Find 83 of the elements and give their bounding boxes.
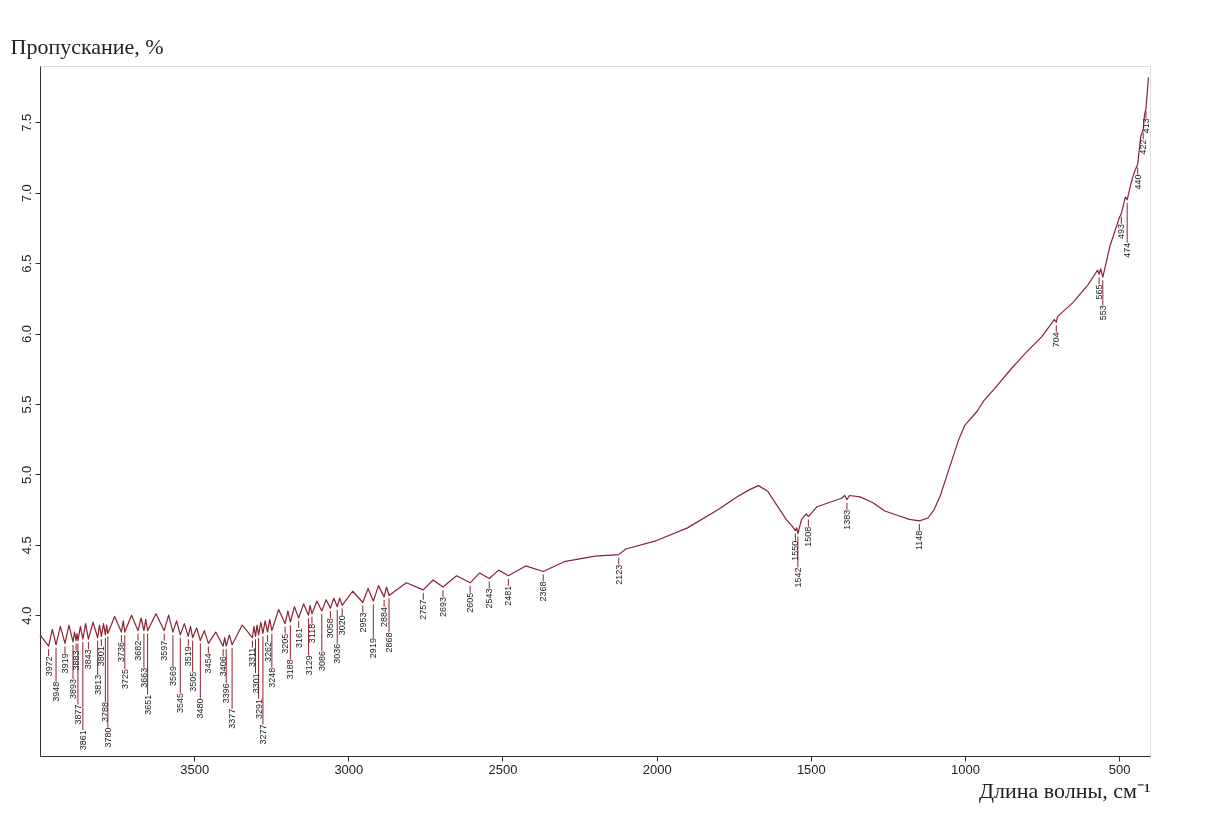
annotation: 3205 [280,633,291,654]
annotation: 422 [1138,139,1149,155]
y-tick-label: 6.0 [18,325,34,344]
x-tick-label: 3000 [334,761,364,777]
y-axis-title: Пропускание, % [10,33,164,59]
annotation: 3505 [187,671,198,692]
x-tick-label: 2000 [642,761,672,777]
annotation: 3036 [332,643,343,664]
annotation: 1508 [803,526,814,547]
annotation: 1542 [792,567,803,588]
annotation: 2884 [379,606,390,627]
y-tick-label: 5.5 [18,395,34,414]
annotation: 3813 [92,674,103,695]
annotation: 3086 [316,650,327,671]
annotation: 3406 [218,656,229,677]
annotation: 2953 [357,612,368,633]
x-axis-title: Длина волны, см⁻¹ [978,777,1151,803]
annotation: 3020 [337,615,348,636]
annotation: 3725 [119,669,130,690]
annotation: 3454 [203,653,214,674]
y-tick-label: 4.0 [18,606,34,625]
annotation: 3788 [100,701,111,722]
x-tick-label: 3500 [180,761,210,777]
annotation: 413 [1140,118,1151,134]
annotation: 1550 [790,540,801,561]
annotation: 2605 [465,592,476,613]
annotation: 2368 [538,581,549,602]
annotation: 2481 [503,585,514,606]
annotation: 3129 [303,655,314,676]
annotation: 2868 [384,632,395,653]
annotation: 553 [1097,305,1108,321]
annotation: 3663 [138,667,149,688]
annotation: 3248 [266,667,277,688]
annotation: 3188 [285,659,296,680]
annotation: 2543 [484,588,495,609]
annotation: 565 [1094,284,1105,300]
annotation: 3877 [72,704,83,725]
annotation: 2693 [437,597,448,618]
annotation: 704 [1051,332,1062,348]
annotation: 3480 [195,698,206,719]
annotation: 3311 [247,647,258,668]
y-tick-label: 4.5 [18,536,34,555]
annotation: 3801 [96,646,107,667]
annotation: 3262 [262,642,273,663]
annotation: 474 [1122,242,1133,258]
annotation: 3118 [306,623,317,644]
annotation: 3569 [167,666,178,687]
annotation: 3161 [293,628,304,649]
x-tick-label: 2500 [488,761,518,777]
annotation: 3843 [83,649,94,670]
y-tick-label: 7.5 [18,113,34,132]
annotation: 2919 [368,638,379,659]
annotation: 1383 [841,509,852,530]
annotation: 3377 [227,708,238,729]
annotation: 2757 [418,599,429,620]
annotation: 3291 [253,698,264,719]
annotation: 3597 [159,640,170,661]
annotation: 3736 [116,642,127,663]
annotation: 3277 [257,724,268,745]
x-tick-label: 500 [1108,761,1131,777]
annotation: 3893 [67,678,78,699]
annotation: 3780 [102,727,113,748]
annotation: 3972 [43,656,54,677]
x-tick-label: 1500 [796,761,826,777]
y-tick-label: 6.5 [18,254,34,273]
annotation: 3883 [71,650,82,671]
annotation: 3651 [142,694,153,715]
annotation: 440 [1132,174,1143,190]
annotation: 3919 [59,653,70,674]
x-tick-label: 1000 [951,761,980,777]
annotation: 3301 [250,673,261,694]
annotation: 3948 [51,681,62,702]
annotation: 3058 [325,618,336,639]
annotation: 3519 [183,646,194,667]
annotation: 1148 [914,530,925,551]
annotation: 493 [1116,223,1127,239]
y-tick-label: 7.0 [18,184,34,203]
annotation: 3545 [175,692,186,713]
annotation: 3682 [133,640,144,661]
annotation: 3396 [221,683,232,704]
y-tick-label: 5.0 [18,465,34,484]
annotation: 3861 [77,730,88,751]
annotation: 2123 [613,564,624,585]
